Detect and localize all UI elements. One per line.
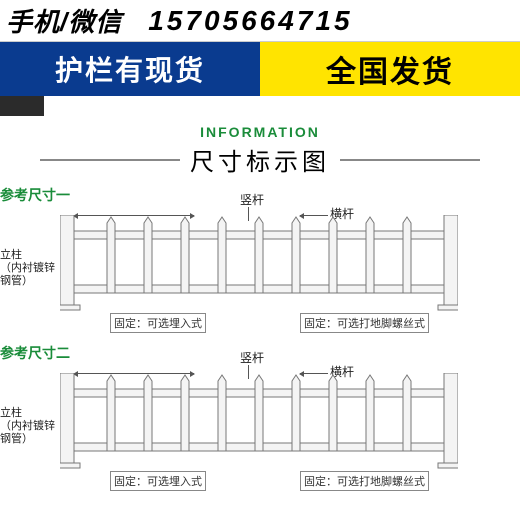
- fix-method-right: 固定：可选打地脚螺丝式: [300, 313, 429, 333]
- reference-label: 参考尺寸一: [0, 185, 70, 205]
- fix-method-left: 固定：可选埋入式: [110, 471, 206, 491]
- contact-label: 手机/微信: [6, 2, 122, 39]
- phone-number: 15705664715: [148, 5, 352, 37]
- information-label: INFORMATION: [0, 124, 520, 140]
- main-title: 尺寸标示图: [190, 142, 330, 177]
- banner-shipping-text: 全国发货: [326, 47, 454, 91]
- fix-method-right: 固定：可选打地脚螺丝式: [300, 471, 429, 491]
- title-row: 尺寸标示图: [0, 142, 520, 177]
- fix-method-left: 固定：可选埋入式: [110, 313, 206, 333]
- post-label: 立柱（内衬镀锌钢管）: [0, 407, 58, 447]
- fence-drawing: [60, 215, 458, 319]
- vrod-label: 竖杆: [240, 191, 264, 208]
- banner-stock-text: 护栏有现货: [55, 49, 205, 89]
- title-line-right: [340, 159, 480, 161]
- banner-stock: 护栏有现货: [0, 42, 260, 96]
- banner-shipping: 全国发货: [260, 42, 520, 96]
- vrod-label: 竖杆: [240, 349, 264, 366]
- reference-label: 参考尺寸二: [0, 343, 70, 363]
- fence-drawing: [60, 373, 458, 477]
- fence-diagram-1: 参考尺寸一 竖杆 横杆 立柱（内衬镀锌钢管） 固定：可选埋入式 固定：可选打地脚…: [30, 185, 490, 335]
- title-line-left: [40, 159, 180, 161]
- post-label: 立柱（内衬镀锌钢管）: [0, 249, 58, 289]
- content: INFORMATION 尺寸标示图 参考尺寸一 竖杆 横杆 立柱（内衬镀锌钢管）…: [0, 96, 520, 493]
- topbar: 手机/微信 15705664715: [0, 0, 520, 42]
- dark-strip: [0, 96, 44, 116]
- fence-diagram-2: 参考尺寸二 竖杆 横杆 立柱（内衬镀锌钢管） 固定：可选埋入式 固定：可选打地脚…: [30, 343, 490, 493]
- banner-row: 护栏有现货 全国发货: [0, 42, 520, 96]
